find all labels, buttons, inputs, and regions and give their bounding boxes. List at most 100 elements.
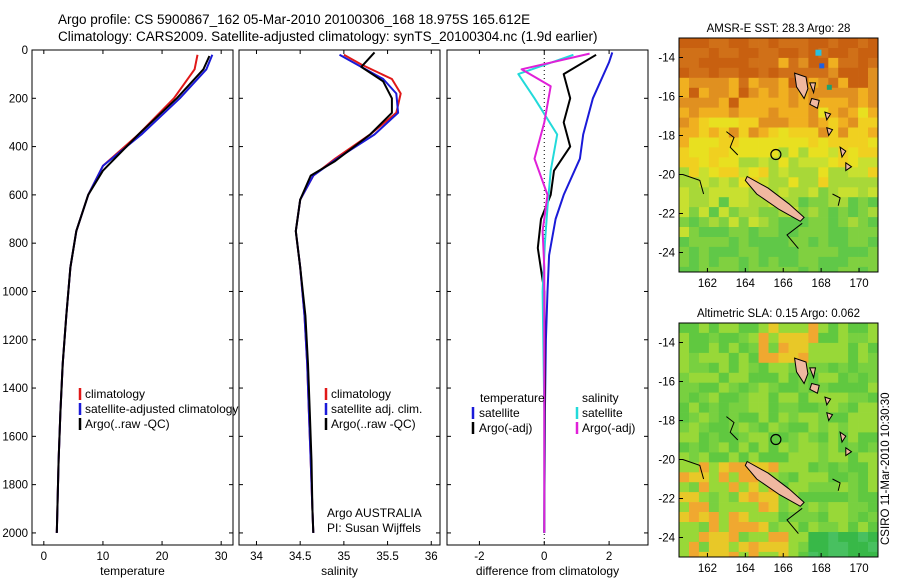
legend-label: Argo(-adj) (479, 421, 532, 435)
reef-outline (786, 507, 803, 534)
map-cell (838, 177, 849, 188)
map-cell (868, 532, 879, 543)
map-cell (718, 227, 730, 238)
map-cell (728, 97, 740, 109)
map-cell (728, 107, 740, 118)
map-cell (858, 187, 869, 198)
owner-annotation: Argo AUSTRALIA (327, 506, 422, 520)
map-cell (828, 502, 839, 513)
map-cell (698, 246, 710, 258)
map-cell (748, 412, 759, 423)
reef-outline (682, 459, 705, 480)
map-cell (689, 147, 700, 158)
temperature-profile: 0 10 20 30 0 200 400 600 800 1000 1200 1400 1600 1800… (2, 45, 238, 578)
map-cell (778, 107, 789, 118)
map-cell (708, 472, 720, 483)
map-cell (818, 432, 829, 443)
map-cell (689, 502, 700, 513)
map-y-tick-label: -20 (658, 455, 675, 467)
map-cell (708, 442, 720, 453)
map-cell (868, 167, 879, 178)
map-cell (748, 482, 759, 493)
map-cell (818, 167, 829, 178)
map-cell (798, 256, 809, 268)
map-cell (798, 147, 809, 158)
map-cell (858, 541, 869, 553)
map-cell (798, 187, 809, 198)
map-cell (848, 256, 859, 268)
map-cell (828, 157, 839, 168)
map-cell (738, 342, 750, 354)
map-cell (718, 422, 730, 433)
map-cell (808, 167, 819, 178)
map-cell (718, 372, 730, 384)
map-cell (738, 137, 750, 148)
map-cell (679, 382, 690, 394)
map-cell (728, 432, 740, 443)
map-cell (768, 127, 779, 138)
map-cell (848, 372, 859, 384)
map-cell (778, 177, 789, 188)
map-cell (768, 207, 779, 218)
map-cell (868, 502, 879, 513)
map-cell (848, 452, 859, 463)
map-cell (718, 362, 730, 374)
map-cell (679, 237, 690, 248)
map-cell (818, 256, 829, 268)
map-cell (708, 67, 720, 79)
map-cell (758, 452, 769, 463)
map-cell (828, 127, 839, 138)
map-cell (698, 197, 710, 208)
map-cell (858, 372, 869, 384)
map-cell (689, 512, 700, 523)
map-cell (708, 77, 720, 89)
map-cell (738, 48, 750, 59)
map-cell (679, 57, 690, 69)
map-cell (868, 402, 879, 413)
map-cell (728, 352, 740, 364)
map-cell (768, 246, 779, 258)
map-cell (768, 442, 779, 453)
map-cell (838, 551, 849, 558)
map-cell (818, 452, 829, 463)
map-cell (838, 352, 849, 364)
map-cell (698, 207, 710, 218)
map-cell (808, 137, 819, 148)
map-cell (728, 67, 740, 79)
x-tick-label: 35 (337, 551, 350, 563)
map-cell (858, 207, 869, 218)
map-cell (868, 382, 879, 394)
map-cell (689, 402, 700, 413)
map-x-tick-label: 162 (698, 563, 717, 575)
map-cell (698, 362, 710, 374)
map-cell (868, 177, 879, 188)
map-cell (808, 177, 819, 188)
map-cell (838, 67, 849, 79)
map-cell (858, 482, 869, 493)
map-cell (708, 97, 720, 109)
plot-frame (238, 49, 441, 546)
map-cell (798, 472, 809, 483)
map-cell (858, 332, 869, 344)
map-cell (798, 492, 809, 503)
map-cell (679, 246, 690, 258)
map-cell (828, 412, 839, 423)
map-cell (868, 137, 879, 148)
map-cell (858, 67, 869, 79)
map-cell (868, 38, 879, 49)
map-cell (868, 352, 879, 364)
map-cell (868, 87, 879, 99)
map-cell (808, 323, 819, 334)
island-outline (824, 396, 832, 407)
map-cell (698, 57, 710, 69)
map-cell (698, 452, 710, 463)
map-cell (848, 551, 859, 558)
map-cell (828, 197, 839, 208)
map-cell (698, 492, 710, 503)
map-cell (868, 462, 879, 473)
map-cell (858, 227, 869, 238)
map-cell (738, 177, 750, 188)
map-cell (868, 522, 879, 533)
y-tick-label: 1000 (2, 286, 28, 298)
